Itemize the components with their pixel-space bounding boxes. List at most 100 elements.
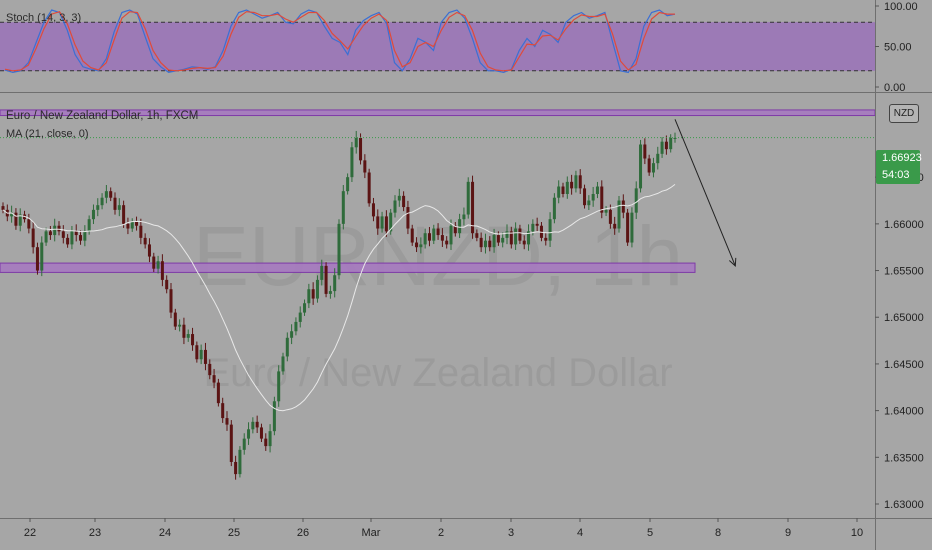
candle-body <box>544 237 548 241</box>
candle <box>27 213 31 234</box>
candle-body <box>320 265 324 280</box>
candle-body <box>488 240 492 248</box>
candle <box>483 233 487 254</box>
candle-body <box>117 205 121 210</box>
candle-body <box>630 212 634 243</box>
candle <box>574 170 578 193</box>
candle-body <box>14 212 18 226</box>
projection-arrow-head <box>729 257 737 267</box>
candle-body <box>574 175 578 189</box>
candle-body <box>475 233 479 238</box>
candle <box>440 228 444 247</box>
candle-body <box>203 349 207 364</box>
candle-body <box>466 181 470 215</box>
candle-body <box>130 221 134 229</box>
candle-body <box>169 289 173 313</box>
candle <box>44 227 48 246</box>
candle-body <box>445 240 449 245</box>
candle-body <box>328 291 332 294</box>
candle-body <box>1 206 5 210</box>
candle-body <box>83 231 87 241</box>
candle-body <box>410 228 414 243</box>
candle-body <box>87 219 91 232</box>
candle <box>324 262 328 298</box>
stoch-series-line-1 <box>4 10 675 72</box>
last-price-value: 1.66923 <box>882 152 922 164</box>
candle-body <box>363 160 367 173</box>
candle <box>389 208 393 235</box>
candle <box>376 209 380 235</box>
candle <box>165 275 169 294</box>
candle-body <box>496 235 500 243</box>
candle-body <box>548 219 552 241</box>
candle <box>591 186 595 207</box>
candle-body <box>384 216 388 232</box>
candle-body <box>79 235 83 241</box>
candle <box>647 154 651 176</box>
candle <box>328 285 332 299</box>
candle <box>367 168 371 207</box>
candle-body <box>70 231 74 245</box>
candle-body <box>234 461 238 475</box>
candle <box>109 187 113 202</box>
candle <box>195 341 199 363</box>
candle-body <box>303 303 307 313</box>
projection-arrow-line <box>674 119 736 267</box>
time-tick-label: 4 <box>577 527 583 539</box>
candle <box>122 200 126 228</box>
stoch-indicator-label[interactable]: Stoch (14, 3, 3) <box>6 12 82 24</box>
price-tick-label: 1.63500 <box>884 452 924 464</box>
candle-body <box>402 195 406 208</box>
price-tick-label: 1.63000 <box>884 499 924 511</box>
candle <box>285 332 289 362</box>
candle <box>186 329 190 342</box>
candle <box>552 193 556 224</box>
symbol-title[interactable]: Euro / New Zealand Dollar, 1h, FXCM <box>6 110 199 122</box>
time-tick-label: 8 <box>715 527 721 539</box>
candle <box>488 236 492 252</box>
candle <box>565 176 569 199</box>
candle <box>656 146 660 170</box>
candle-body <box>483 240 487 248</box>
candle-body <box>557 186 561 198</box>
candle-body <box>91 209 95 220</box>
ma-indicator-label[interactable]: MA (21, close, 0) <box>6 128 89 140</box>
bar-countdown: 54:03 <box>882 169 910 181</box>
candle <box>410 224 414 246</box>
candle-body <box>346 177 350 192</box>
candle <box>130 218 134 232</box>
candle-body <box>449 225 453 245</box>
candle <box>307 283 311 309</box>
candle-body <box>492 235 496 248</box>
candle <box>458 213 462 239</box>
candle <box>492 228 496 253</box>
candle <box>651 157 655 178</box>
candle <box>147 238 151 263</box>
candle <box>341 184 345 230</box>
candle-body <box>109 191 113 198</box>
candle <box>18 208 22 232</box>
candle <box>613 216 617 235</box>
candle <box>453 221 457 237</box>
candle-body <box>152 256 156 269</box>
candle-body <box>380 216 384 229</box>
candle <box>514 222 518 250</box>
candle-body <box>96 205 100 210</box>
currency-badge[interactable]: NZD <box>889 104 919 123</box>
candle <box>346 173 350 195</box>
candle <box>475 229 479 242</box>
candle <box>315 275 319 303</box>
stochastic-pane: 100.00 50.00 0.00 <box>0 0 932 93</box>
candle <box>191 327 195 351</box>
candle-body <box>595 186 599 194</box>
candle <box>380 211 384 233</box>
candle-body <box>565 181 569 194</box>
time-tick-label: 23 <box>89 527 101 539</box>
candle-body <box>376 216 380 229</box>
candle <box>61 225 65 244</box>
candle-body <box>367 172 371 204</box>
time-tick-label: 3 <box>508 527 514 539</box>
candle <box>57 221 61 236</box>
price-tick-label: 1.64500 <box>884 359 924 371</box>
candle-body <box>436 228 440 236</box>
